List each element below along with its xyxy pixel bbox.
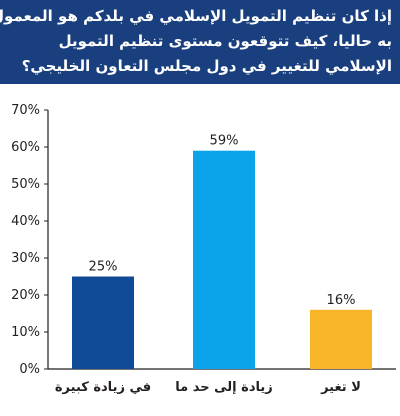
y-tick-label: 50% xyxy=(11,177,40,192)
y-tick-label: 60% xyxy=(11,140,40,155)
data-label: 59% xyxy=(210,134,239,149)
bar xyxy=(310,309,372,369)
bar xyxy=(193,150,255,369)
y-tick-label: 70% xyxy=(11,103,40,118)
bar xyxy=(72,276,134,369)
y-tick-label: 20% xyxy=(11,288,40,303)
y-tick-label: 0% xyxy=(19,362,40,377)
title-line-2: به حاليا، كيف تتوقعون مستوى تنظيم التموي… xyxy=(58,32,392,50)
category-label: لا تغير xyxy=(320,380,361,395)
y-tick-label: 30% xyxy=(11,251,40,266)
title-line-3: الإسلامي للتغيير في دول مجلس التعاون الخ… xyxy=(21,57,392,75)
bar-chart: 0% 10% 20% 30% 40% 50% 60% 70% 25% في زيادة كبير… xyxy=(11,103,396,395)
data-label: 16% xyxy=(327,293,356,308)
category-label: في زيادة كبيرة xyxy=(55,380,151,395)
category-label: زيادة إلى حد ما xyxy=(175,380,272,395)
y-tick-label: 10% xyxy=(11,325,40,340)
data-label: 25% xyxy=(89,260,118,275)
title-line-1: إذا كان تنظيم التمويل الإسلامي في بلدكم … xyxy=(0,7,392,25)
chart-title: إذا كان تنظيم التمويل الإسلامي في بلدكم … xyxy=(0,0,400,84)
y-tick-label: 40% xyxy=(11,214,40,229)
